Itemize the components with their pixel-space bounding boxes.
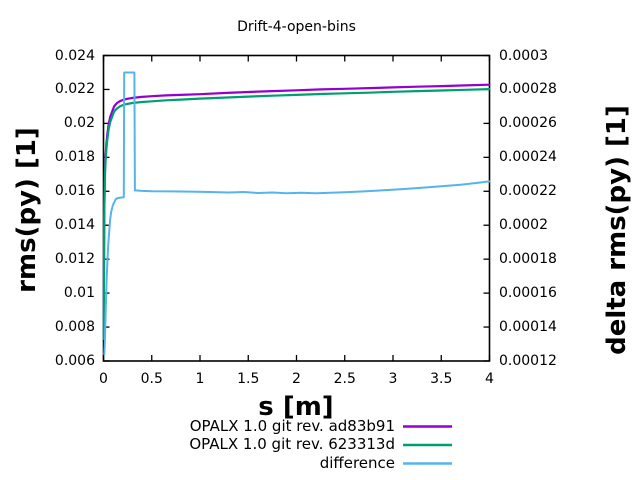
x-tick-label: 2: [292, 371, 301, 387]
series-line-0: [102, 83, 491, 337]
y-tick-label: 0.008: [54, 319, 95, 336]
y-tick-label: 0.02: [63, 115, 95, 132]
y2-tick-label: 0.00022: [499, 183, 557, 200]
y-tick-label: 0.014: [54, 217, 95, 234]
y2-tick-label: 0.00012: [499, 353, 557, 369]
y2-tick-label: 0.00014: [499, 319, 557, 336]
chart-title: Drift-4-open-bins: [237, 19, 356, 35]
y2-tick-label: 0.00024: [499, 149, 557, 166]
y2-tick-label: 0.00016: [499, 285, 557, 302]
legend-entry-label: difference: [319, 453, 395, 472]
y-tick-label: 0.01: [63, 285, 95, 302]
y-tick-label: 0.018: [54, 149, 95, 166]
x-tick-label: 3: [388, 371, 398, 387]
y-axis-label: rms(py) [1]: [12, 127, 42, 293]
x-tick-label: 2.5: [333, 371, 356, 387]
x-axis-label: s [m]: [258, 392, 334, 422]
y2-tick-label: 0.00026: [499, 115, 557, 132]
x-tick-label: 1.5: [237, 371, 260, 387]
y-tick-label: 0.012: [54, 251, 95, 268]
legend-entry-label: OPALX 1.0 git rev. 623313d: [189, 435, 395, 453]
y-tick-label: 0.016: [54, 183, 95, 200]
y-tick-label: 0.024: [54, 47, 95, 64]
series-line-2: [103, 71, 491, 356]
x-tick-label: 0: [99, 371, 108, 387]
x-tick-label: 4: [485, 371, 494, 387]
x-tick-label: 3.5: [430, 371, 453, 387]
y2-tick-label: 0.0003: [499, 47, 548, 64]
legend-entry-label: OPALX 1.0 git rev. ad83b91: [189, 416, 395, 435]
x-tick-label: 0.5: [140, 371, 163, 387]
y-tick-label: 0.006: [54, 353, 95, 369]
y2-axis-label: delta rms(py) [1]: [602, 105, 632, 355]
y2-tick-label: 0.0002: [499, 217, 548, 234]
y2-tick-label: 0.00018: [499, 251, 557, 268]
x-tick-label: 1: [195, 371, 205, 387]
y2-tick-label: 0.00028: [499, 81, 557, 98]
series-line-1: [102, 87, 491, 340]
y-tick-label: 0.022: [54, 81, 95, 98]
